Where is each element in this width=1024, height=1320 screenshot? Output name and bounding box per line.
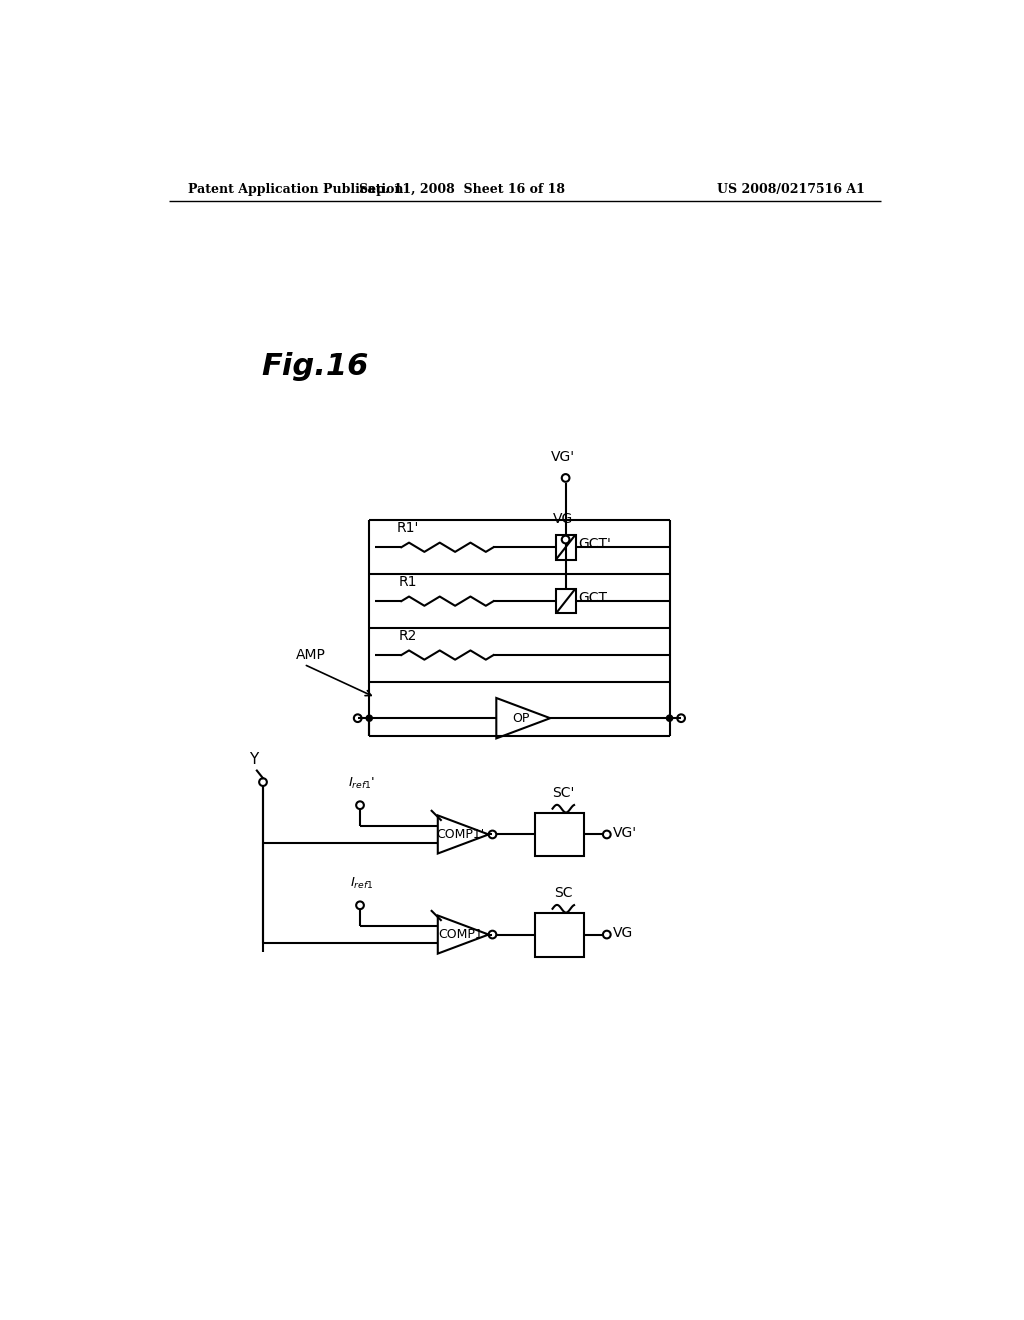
Text: $I_{ref1}$: $I_{ref1}$ (350, 876, 374, 891)
Bar (556, 535, 575, 560)
Text: GCT': GCT' (579, 537, 611, 552)
Text: R2: R2 (398, 628, 417, 643)
Text: R1': R1' (396, 521, 419, 535)
Text: Y: Y (249, 751, 258, 767)
Text: $I_{ref1}$': $I_{ref1}$' (348, 776, 375, 792)
Text: GCT: GCT (579, 591, 607, 605)
Text: OP: OP (512, 711, 529, 725)
Text: VG': VG' (613, 826, 637, 840)
Text: COMP1: COMP1 (438, 928, 483, 941)
Text: VG: VG (613, 927, 633, 940)
Text: VG': VG' (551, 450, 575, 465)
Circle shape (667, 715, 673, 721)
Text: R1: R1 (398, 574, 417, 589)
Bar (556, 589, 575, 614)
Text: COMP1': COMP1' (436, 828, 484, 841)
Text: SC: SC (554, 886, 572, 900)
Text: AMP: AMP (296, 648, 326, 663)
Text: Sep. 11, 2008  Sheet 16 of 18: Sep. 11, 2008 Sheet 16 of 18 (358, 182, 564, 195)
Bar (536, 813, 584, 857)
Text: SC': SC' (552, 787, 574, 800)
Text: VG: VG (553, 512, 573, 525)
Circle shape (367, 715, 373, 721)
Text: Patent Application Publication: Patent Application Publication (188, 182, 403, 195)
Bar (536, 912, 584, 957)
Text: US 2008/0217516 A1: US 2008/0217516 A1 (717, 182, 865, 195)
Text: Fig.16: Fig.16 (261, 352, 369, 380)
